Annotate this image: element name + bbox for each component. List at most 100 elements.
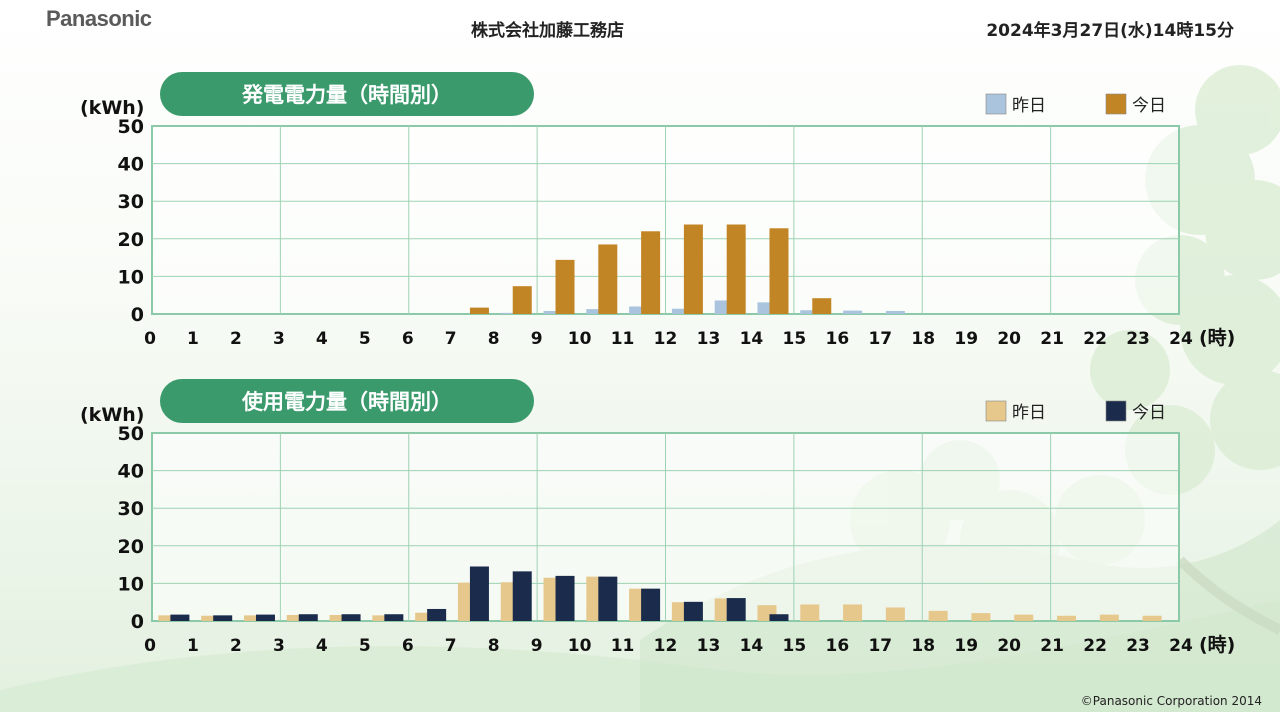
generation-bar-yesterday [885, 310, 905, 314]
consumption-bar-today [512, 571, 532, 621]
consumption-bar-today [298, 614, 318, 621]
generation-bar-yesterday [757, 302, 777, 314]
generation-bar-yesterday [543, 310, 563, 314]
consumption-bar-yesterday [201, 615, 221, 621]
consumption-xtick-label: 23 [1126, 636, 1150, 656]
consumption-xtick-label: 15 [783, 636, 807, 656]
consumption-xtick-label: 24 [1169, 636, 1193, 656]
generation-xtick-label: 16 [825, 329, 849, 349]
generation-xtick-label: 3 [273, 329, 285, 349]
generation-ytick-label: 30 [118, 191, 144, 213]
consumption-legend-label-1: 今日 [1132, 403, 1166, 423]
generation-bar-yesterday [586, 309, 606, 314]
generation-bar-yesterday [500, 312, 520, 314]
consumption-ytick-label: 10 [118, 573, 144, 595]
consumption-bar-today [598, 576, 618, 621]
generation-xtick-label: 9 [531, 329, 543, 349]
generation-xtick-label: 7 [445, 329, 457, 349]
generation-title-pill [160, 72, 534, 116]
consumption-bar-yesterday [1099, 614, 1119, 621]
generation-bar-today [641, 231, 661, 314]
generation-ytick-label: 0 [131, 304, 144, 326]
consumption-bar-yesterday [928, 610, 948, 621]
consumption-legend-label-0: 昨日 [1012, 403, 1046, 423]
generation-xtick-label: 21 [1040, 329, 1064, 349]
generation-xtick-label: 0 [144, 329, 156, 349]
consumption-xtick-label: 16 [825, 636, 849, 656]
generation-bar-today [683, 224, 703, 314]
consumption-xtick-label: 14 [740, 636, 764, 656]
generation-xtick-label: 22 [1083, 329, 1107, 349]
consumption-bar-today [341, 614, 361, 621]
copyright-text: ©Panasonic Corporation 2014 [1080, 694, 1262, 708]
generation-bar-today [726, 224, 746, 314]
consumption-xtick-label: 11 [611, 636, 635, 656]
company-name: 株式会社加藤工務店 [471, 21, 624, 41]
consumption-ytick-label: 50 [118, 423, 144, 445]
consumption-bar-today [555, 575, 575, 621]
generation-xtick-label: 15 [783, 329, 807, 349]
consumption-bar-today [726, 598, 746, 621]
generation-ytick-label: 10 [118, 266, 144, 288]
generation-bar-yesterday [843, 310, 863, 314]
consumption-bar-today [769, 614, 789, 621]
generation-ytick-label: 20 [118, 229, 144, 251]
consumption-title: 使用電力量（時間別） [241, 390, 452, 414]
consumption-bar-today [469, 566, 489, 621]
generation-bar-yesterday [629, 306, 649, 314]
consumption-bar-yesterday [1014, 614, 1034, 621]
consumption-xtick-label: 22 [1083, 636, 1107, 656]
consumption-xtick-label: 18 [911, 636, 935, 656]
consumption-xtick-label: 4 [316, 636, 328, 656]
generation-xtick-label: 11 [611, 329, 635, 349]
generation-y-unit: (kWh) [80, 97, 145, 119]
consumption-bar-yesterday [158, 615, 178, 621]
consumption-x-unit: (時) [1199, 634, 1235, 656]
consumption-ytick-label: 0 [131, 611, 144, 633]
consumption-bar-today [170, 614, 190, 621]
consumption-xtick-label: 3 [273, 636, 285, 656]
consumption-legend-swatch-1 [1105, 400, 1127, 422]
consumption-bar-yesterday [971, 613, 991, 621]
consumption-bar-today [427, 608, 447, 621]
generation-bar-today [812, 298, 832, 314]
generation-bar-yesterday [800, 310, 820, 314]
consumption-bar-today [384, 614, 404, 621]
consumption-bar-today [641, 588, 661, 621]
consumption-bar-yesterday [415, 612, 435, 621]
consumption-y-unit: (kWh) [80, 404, 145, 426]
consumption-title-pill [160, 379, 534, 423]
generation-xtick-label: 12 [654, 329, 678, 349]
consumption-legend-swatch-0 [985, 400, 1007, 422]
generation-xtick-label: 13 [697, 329, 721, 349]
generation-xtick-label: 8 [488, 329, 500, 349]
generation-xtick-label: 24 [1169, 329, 1193, 349]
generation-ytick-label: 50 [118, 116, 144, 138]
consumption-bar-yesterday [1142, 615, 1162, 621]
generation-title: 発電電力量（時間別） [241, 83, 452, 107]
generation-legend-label-1: 今日 [1132, 96, 1166, 116]
generation-bar-yesterday [671, 308, 691, 314]
consumption-xtick-label: 1 [187, 636, 199, 656]
consumption-bar-yesterday [800, 604, 820, 621]
generation-bar-today [469, 307, 489, 314]
generation-xtick-label: 20 [997, 329, 1021, 349]
generation-bar-today [512, 286, 532, 314]
consumption-xtick-label: 19 [954, 636, 978, 656]
consumption-ytick-label: 20 [118, 536, 144, 558]
generation-ytick-label: 40 [118, 154, 144, 176]
consumption-xtick-label: 17 [868, 636, 892, 656]
consumption-xtick-label: 0 [144, 636, 156, 656]
generation-xtick-label: 19 [954, 329, 978, 349]
generation-xtick-label: 14 [740, 329, 764, 349]
consumption-bar-yesterday [329, 614, 349, 621]
consumption-bar-yesterday [885, 607, 905, 621]
consumption-xtick-label: 21 [1040, 636, 1064, 656]
consumption-xtick-label: 5 [359, 636, 371, 656]
consumption-bar-yesterday [243, 615, 263, 621]
consumption-ytick-label: 30 [118, 498, 144, 520]
current-datetime: 2024年3月27日(水)14時15分 [986, 21, 1234, 41]
consumption-bar-today [213, 615, 233, 621]
generation-x-unit: (時) [1199, 327, 1235, 349]
